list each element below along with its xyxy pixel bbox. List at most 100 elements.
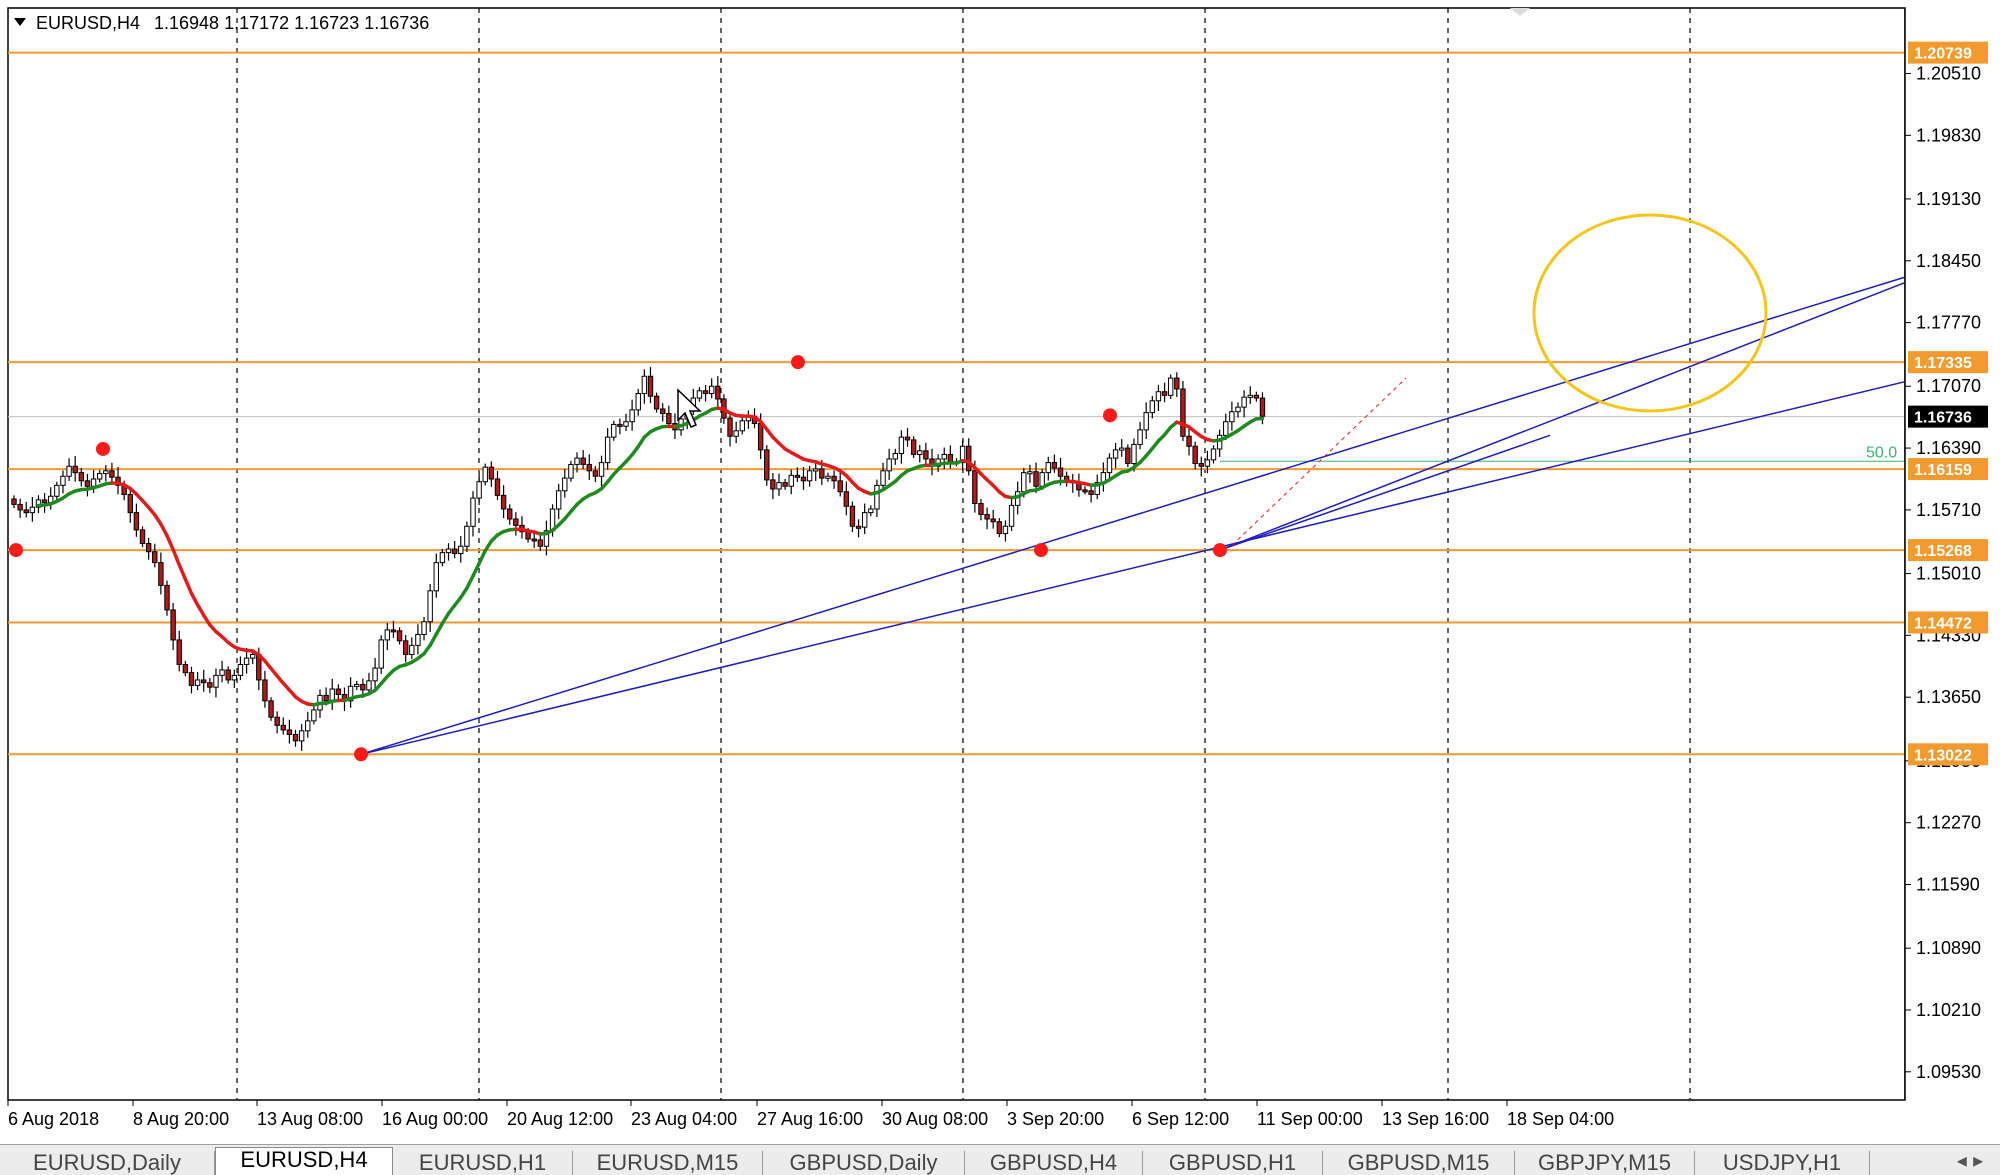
candle-body [189,673,193,686]
candle-body [1217,435,1221,449]
candle-body [893,454,897,459]
candle-body [1156,392,1160,401]
candle-body [61,476,65,485]
candle-body [875,485,879,509]
candle-body [79,473,83,481]
swing-point-marker [9,543,23,557]
candle-body [563,478,567,491]
candle-body [599,463,603,477]
chart-tab-gbpusd-h1[interactable]: GBPUSD,H1 [1143,1151,1323,1175]
candle-body [263,680,267,701]
candle-body [171,610,175,640]
candle-body [465,526,469,546]
candle-body [899,437,903,453]
candle-body [336,689,340,694]
price-tick-label: 1.19130 [1916,189,1981,209]
candle-body [428,591,432,622]
candle-body [630,410,634,422]
candle-body [979,504,983,515]
candle-body [232,675,236,680]
candle-body [532,539,536,541]
candle-body [1138,430,1142,445]
candle-body [801,477,805,481]
chart-tab-gbpusd-daily[interactable]: GBPUSD,Daily [763,1151,965,1175]
candle-body [728,418,732,436]
candle-body [575,458,579,464]
candle-body [1089,491,1093,495]
candle-body [795,475,799,477]
chart-tab-eurusd-daily[interactable]: EURUSD,Daily [0,1151,215,1175]
candle-body [1052,463,1056,468]
candle-body [159,563,163,586]
candle-body [140,530,144,544]
candle-body [91,479,95,486]
candle-body [1260,398,1264,416]
time-tick-label: 6 Aug 2018 [8,1109,99,1129]
candle-body [226,670,230,680]
candle-body [177,640,181,665]
candle-body [452,549,456,554]
chart-tab-gbpjpy-m15[interactable]: GBPJPY,M15 [1515,1151,1695,1175]
candle-body [1248,395,1252,397]
candle-body [367,681,371,690]
price-tick-label: 1.20510 [1916,63,1981,83]
candle-body [1181,389,1185,436]
candle-body [985,514,989,519]
candle-body [379,640,383,668]
candle-body [642,376,646,393]
price-chart[interactable]: 50.0 1.205101.198301.191301.184501.17770… [0,0,2000,1144]
candle-body [697,391,701,398]
candle-body [501,495,505,509]
candle-body [1009,505,1013,526]
candle-body [593,471,597,476]
fibonacci-level-label: 50.0 [1866,444,1897,461]
candle-body [275,717,279,725]
symbol-label: EURUSD,H4 [36,13,140,33]
chart-tab-eurusd-h4[interactable]: EURUSD,H4 [215,1147,393,1175]
chart-tab-gbpusd-h4[interactable]: GBPUSD,H4 [965,1151,1143,1175]
candle-body [1113,450,1117,458]
candle-body [911,440,915,455]
level-price-tag-label: 1.20739 [1914,46,1972,63]
candle-body [495,479,499,495]
time-tick-label: 27 Aug 16:00 [757,1109,863,1129]
candle-body [973,471,977,504]
candle-body [1058,468,1062,476]
candle-body [1132,444,1136,463]
candle-body [703,391,707,394]
candle-body [1083,490,1087,492]
current-price-tag-label: 1.16736 [1914,410,1972,427]
level-price-tag-label: 1.15268 [1914,543,1972,560]
candle-body [709,386,713,393]
chart-tab-usdjpy-h1[interactable]: USDJPY,H1 [1695,1151,1870,1175]
candle-body [183,664,187,672]
price-tick-label: 1.16390 [1916,438,1981,458]
candle-body [244,658,248,664]
candle-body [459,546,463,553]
candle-body [850,506,854,526]
candle-body [1193,446,1197,463]
candle-body [667,414,671,424]
candle-body [569,464,573,478]
candle-body [434,563,438,591]
candle-body [581,458,585,464]
candle-body [477,482,481,498]
chart-tab-gbpusd-m15[interactable]: GBPUSD,M15 [1323,1151,1515,1175]
time-tick-label: 16 Aug 00:00 [382,1109,488,1129]
candle-body [844,492,848,507]
chart-tab-eurusd-m15[interactable]: EURUSD,M15 [573,1151,763,1175]
swing-point-marker [1034,543,1048,557]
candle-body [740,421,744,431]
candle-body [807,471,811,481]
left-right-arrows-icon[interactable]: ◂ ▸ [1940,1145,2000,1175]
candle-body [1120,448,1124,450]
candle-body [783,483,787,487]
candle-body [1144,413,1148,430]
chart-tab-eurusd-h1[interactable]: EURUSD,H1 [393,1151,573,1175]
time-tick-label: 23 Aug 04:00 [631,1109,737,1129]
chart-header: EURUSD,H4 1.16948 1.17172 1.16723 1.1673… [14,13,429,33]
price-tick-label: 1.11590 [1916,875,1980,895]
candle-body [777,483,781,489]
candle-body [30,507,34,512]
candle-body [1175,378,1179,389]
